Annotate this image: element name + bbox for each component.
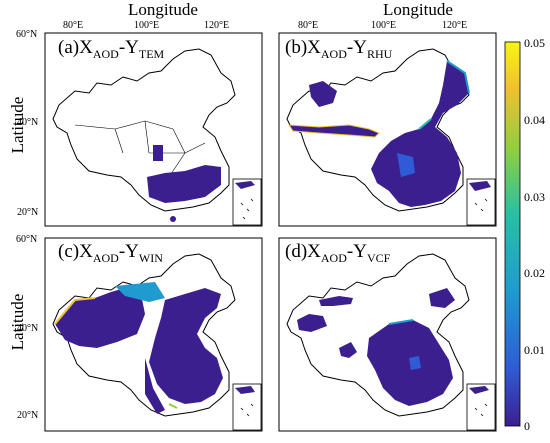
x-axis-title-right: Longitude	[383, 0, 453, 19]
colorbar-tick-0: 0	[524, 419, 530, 433]
lon-tick-80-right: 80°E	[298, 20, 319, 31]
lat-tick-60-bottom: 60°N	[16, 234, 38, 245]
lon-tick-80-left: 80°E	[63, 20, 84, 31]
lat-tick-20-bottom: 20°N	[17, 410, 39, 421]
lat-tick-20-top: 20°N	[17, 207, 39, 218]
panel-d-map	[278, 237, 497, 432]
colorbar-tick-0.01: 0.01	[524, 343, 545, 357]
colorbar-tick-0.05: 0.05	[524, 36, 545, 50]
lon-tick-100-right: 100°E	[371, 20, 397, 31]
inset-south-sea	[466, 178, 496, 226]
colorbar-tick-0.03: 0.03	[524, 190, 545, 204]
x-axis-title-left: Longitude	[128, 0, 198, 19]
colorbar-tick-0.04: 0.04	[524, 113, 545, 127]
lon-tick-120-right: 120°E	[442, 20, 468, 31]
colorbar-tick-0.02: 0.02	[524, 266, 545, 280]
panel-a-map	[44, 32, 263, 227]
lon-tick-100-left: 100°E	[134, 20, 160, 31]
inset-south-sea	[232, 178, 262, 226]
colorbar	[504, 41, 521, 427]
panel-a-title-text: (a)XAOD-YTEM	[58, 37, 165, 61]
panel-d-title-text: (d)XAOD-YVCF	[285, 241, 391, 265]
inset-south-sea	[232, 383, 262, 431]
lat-tick-40-top: 40°N	[17, 117, 39, 128]
lat-tick-40-bottom: 40°N	[17, 323, 39, 334]
panel-c-map	[44, 237, 263, 432]
inset-south-sea	[466, 383, 496, 431]
lat-tick-60-top: 60°N	[16, 29, 38, 40]
panel-c-title-text: (c)XAOD-YWIN	[58, 241, 163, 265]
lon-tick-120-left: 120°E	[204, 20, 230, 31]
panel-b-map	[278, 32, 497, 227]
panel-b-title-text: (b)XAOD-YRHU	[285, 37, 393, 61]
